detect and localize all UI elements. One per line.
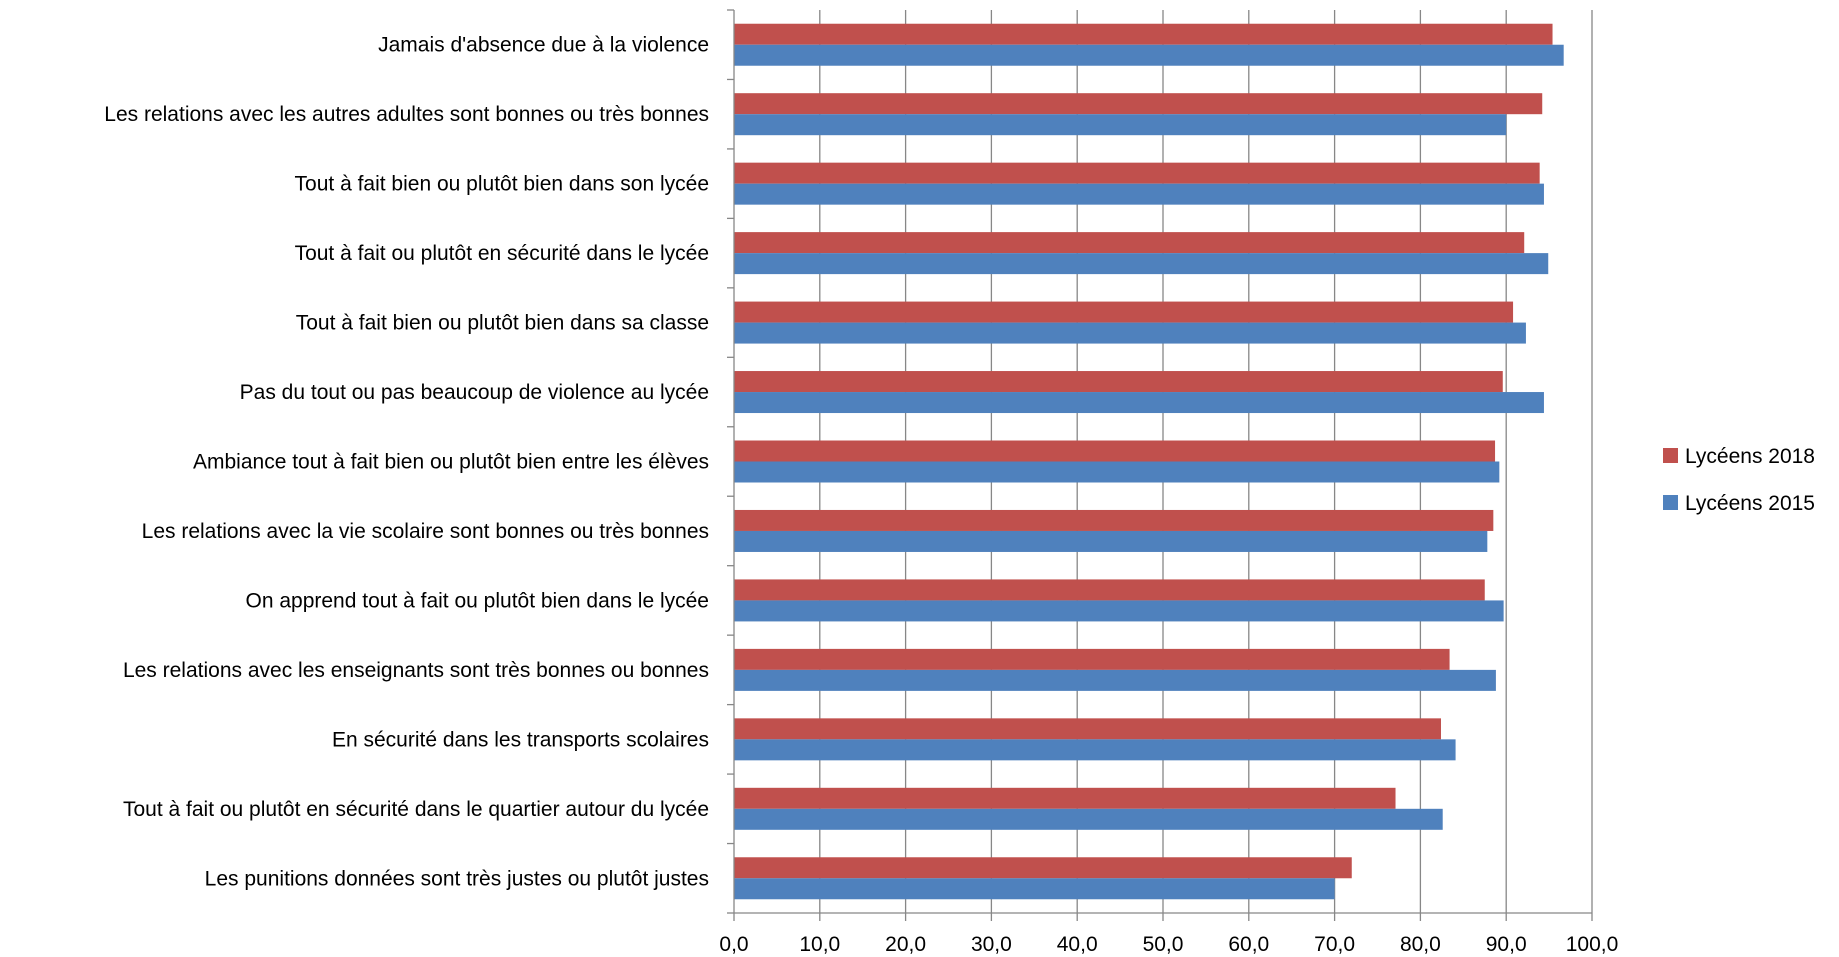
bars [734,23,1564,900]
bar-lyc-ens-2015 [734,322,1526,344]
category-label: Ambiance tout à fait bien ou plutôt bien… [193,451,709,474]
bar-lyc-ens-2018 [734,301,1514,323]
legend-swatch [1663,495,1678,510]
bar-lyc-ens-2018 [734,718,1441,740]
x-tick-label: 0,0 [719,933,748,956]
x-tick-label: 60,0 [1228,933,1269,956]
bar-lyc-ens-2018 [734,509,1494,531]
category-label: Tout à fait bien ou plutôt bien dans son… [295,173,709,196]
bar-lyc-ens-2015 [734,600,1504,622]
bar-lyc-ens-2015 [734,253,1549,275]
category-label: Les relations avec la vie scolaire sont … [142,520,709,543]
bar-lyc-ens-2018 [734,232,1525,254]
category-label: Tout à fait ou plutôt en sécurité dans l… [295,242,709,265]
bar-lyc-ens-2015 [734,669,1496,691]
bar-lyc-ens-2018 [734,371,1503,393]
x-tick-label: 100,0 [1566,933,1619,956]
bar-lyc-ens-2015 [734,739,1456,761]
bar-lyc-ens-2018 [734,857,1352,879]
category-label: Pas du tout ou pas beaucoup de violence … [240,381,709,404]
bar-lyc-ens-2018 [734,579,1485,601]
category-label: Les relations avec les autres adultes so… [104,103,709,126]
x-tick-label: 20,0 [885,933,926,956]
legend-swatch [1663,448,1678,463]
x-tick-label: 70,0 [1314,933,1355,956]
bar-lyc-ens-2018 [734,648,1450,670]
bar-lyc-ens-2015 [734,808,1443,830]
legend-label: Lycéens 2015 [1685,492,1815,515]
bar-lyc-ens-2015 [734,183,1544,205]
axes [727,9,1593,921]
x-tick-labels: 0,0 10,0 20,0 30,0 40,0 50,0 60,0 70,0 80,0 90,0 1… [719,933,1618,956]
category-label: Tout à fait bien ou plutôt bien dans sa … [296,312,709,335]
bar-lyc-ens-2015 [734,461,1500,483]
x-tick-label: 90,0 [1486,933,1527,956]
category-labels: Jamais d'absence due à la violence Les re… [104,34,709,891]
x-tick-label: 40,0 [1057,933,1098,956]
x-tick-label: 30,0 [971,933,1012,956]
bar-lyc-ens-2018 [734,787,1396,809]
bar-lyc-ens-2018 [734,162,1540,184]
category-label: Tout à fait ou plutôt en sécurité dans l… [123,798,709,821]
category-label: En sécurité dans les transports scolaire… [332,728,709,751]
x-tick-label: 50,0 [1143,933,1184,956]
x-tick-label: 10,0 [799,933,840,956]
bar-lyc-ens-2018 [734,440,1496,462]
bar-lyc-ens-2015 [734,878,1335,900]
bar-lyc-ens-2018 [734,23,1553,45]
bar-lyc-ens-2018 [734,93,1543,115]
category-label: Jamais d'absence due à la violence [378,34,709,57]
x-tick-label: 80,0 [1400,933,1441,956]
category-label: On apprend tout à fait ou plutôt bien da… [246,589,710,612]
bar-lyc-ens-2015 [734,44,1564,66]
bar-lyc-ens-2015 [734,114,1507,136]
legend: Lycéens 2018 Lycéens 2015 [1663,445,1815,515]
category-label: Les relations avec les enseignants sont … [123,659,709,682]
bar-lyc-ens-2015 [734,530,1488,552]
category-label: Les punitions données sont très justes o… [205,867,709,890]
legend-label: Lycéens 2018 [1685,445,1815,468]
bar-lyc-ens-2015 [734,392,1544,414]
